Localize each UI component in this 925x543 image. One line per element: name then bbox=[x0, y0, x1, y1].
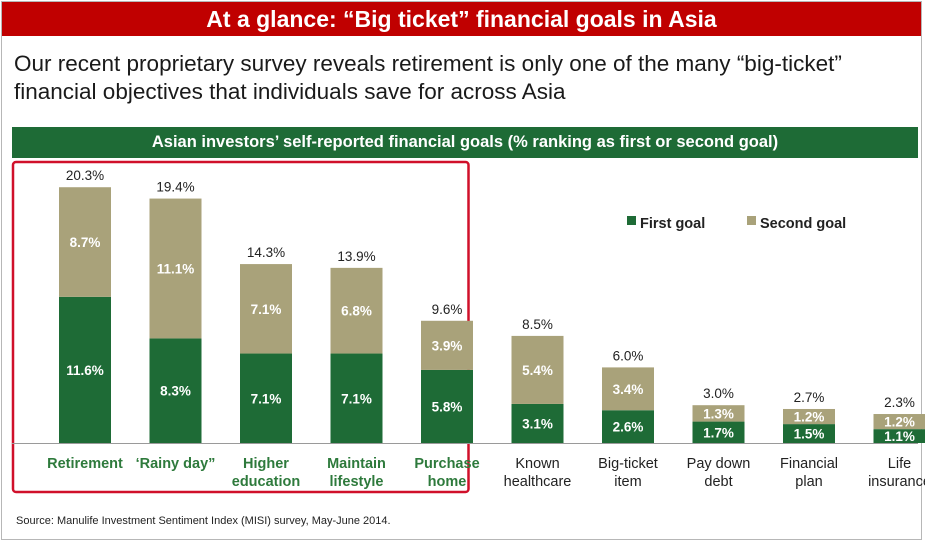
bar-second-goal bbox=[873, 414, 925, 430]
bar-first-goal bbox=[149, 338, 202, 443]
data-label-second-goal: 1.3% bbox=[703, 406, 734, 421]
bar-first-goal bbox=[602, 410, 654, 443]
bar-first-goal bbox=[873, 429, 925, 443]
data-label-total: 20.3% bbox=[66, 168, 104, 183]
data-label-second-goal: 3.9% bbox=[432, 338, 463, 353]
data-label-second-goal: 11.1% bbox=[157, 261, 195, 276]
data-label-first-goal: 5.8% bbox=[432, 399, 463, 414]
data-label-first-goal: 7.1% bbox=[251, 391, 282, 406]
bar-second-goal bbox=[602, 367, 654, 411]
category-label: Retirement bbox=[47, 456, 123, 472]
category-label: Pay down bbox=[687, 456, 751, 472]
chart-title: Asian investors’ self-reported financial… bbox=[12, 127, 918, 158]
data-label-total: 19.4% bbox=[156, 180, 194, 195]
category-label: Maintain bbox=[327, 456, 386, 472]
bar-first-goal bbox=[421, 369, 473, 443]
category-label: debt bbox=[704, 474, 732, 490]
category-label: Higher bbox=[243, 456, 289, 472]
bar-first-goal bbox=[511, 403, 564, 443]
data-label-second-goal: 7.1% bbox=[251, 302, 282, 317]
legend-swatch-second-goal bbox=[747, 216, 756, 225]
category-label: education bbox=[232, 474, 300, 490]
category-label: Life bbox=[888, 456, 911, 472]
data-label-total: 2.3% bbox=[884, 395, 915, 410]
data-label-first-goal: 1.5% bbox=[794, 427, 825, 442]
data-label-total: 2.7% bbox=[794, 390, 825, 405]
data-label-first-goal: 8.3% bbox=[160, 384, 191, 399]
data-label-second-goal: 6.8% bbox=[341, 304, 372, 319]
legend-label-first-goal: First goal bbox=[640, 216, 705, 232]
bar-second-goal bbox=[421, 320, 473, 370]
bar-second-goal bbox=[240, 264, 292, 354]
data-label-first-goal: 3.1% bbox=[522, 416, 553, 431]
source-note: Source: Manulife Investment Sentiment In… bbox=[16, 515, 391, 527]
bar-second-goal bbox=[330, 267, 383, 354]
category-label: home bbox=[428, 474, 467, 490]
category-label: Purchase bbox=[414, 456, 479, 472]
data-label-first-goal: 1.1% bbox=[884, 429, 915, 444]
bar-second-goal bbox=[149, 198, 202, 339]
category-label: Financial bbox=[780, 456, 838, 472]
data-label-first-goal: 1.7% bbox=[703, 425, 734, 440]
data-label-total: 14.3% bbox=[247, 245, 285, 260]
slide-subtitle: Our recent proprietary survey reveals re… bbox=[14, 51, 842, 104]
bar-second-goal bbox=[511, 335, 564, 404]
data-label-second-goal: 1.2% bbox=[794, 410, 825, 425]
bar-second-goal bbox=[59, 187, 111, 297]
data-label-second-goal: 8.7% bbox=[70, 235, 101, 250]
bar-first-goal bbox=[59, 296, 111, 443]
data-label-first-goal: 7.1% bbox=[341, 391, 372, 406]
data-label-first-goal: 2.6% bbox=[613, 420, 644, 435]
data-label-total: 13.9% bbox=[337, 249, 375, 264]
data-label-first-goal: 11.6% bbox=[66, 363, 104, 378]
category-label: lifestyle bbox=[330, 474, 384, 490]
category-label: insurance bbox=[868, 474, 925, 490]
data-label-second-goal: 3.4% bbox=[613, 382, 644, 397]
bar-first-goal bbox=[692, 421, 745, 443]
data-label-total: 9.6% bbox=[432, 302, 463, 317]
bar-first-goal bbox=[330, 353, 383, 443]
data-label-total: 8.5% bbox=[522, 317, 553, 332]
data-label-second-goal: 1.2% bbox=[884, 415, 915, 430]
category-label: Known bbox=[515, 456, 559, 472]
data-label-total: 6.0% bbox=[613, 348, 644, 363]
category-label: healthcare bbox=[504, 474, 572, 490]
data-label-second-goal: 5.4% bbox=[522, 363, 553, 378]
bar-first-goal bbox=[240, 353, 292, 443]
bar-first-goal bbox=[783, 424, 835, 443]
category-label: ‘Rainy day” bbox=[136, 456, 216, 472]
legend-swatch-first-goal bbox=[627, 216, 636, 225]
data-label-total: 3.0% bbox=[703, 386, 734, 401]
slide-title: At a glance: “Big ticket” financial goal… bbox=[2, 2, 921, 36]
category-label: item bbox=[614, 474, 641, 490]
bar-second-goal bbox=[783, 408, 835, 425]
bar-second-goal bbox=[692, 405, 745, 422]
chart-legend: First goal Second goal bbox=[627, 216, 846, 232]
legend-label-second-goal: Second goal bbox=[760, 216, 846, 232]
category-label: Big-ticket bbox=[598, 456, 658, 472]
category-label: plan bbox=[795, 474, 822, 490]
